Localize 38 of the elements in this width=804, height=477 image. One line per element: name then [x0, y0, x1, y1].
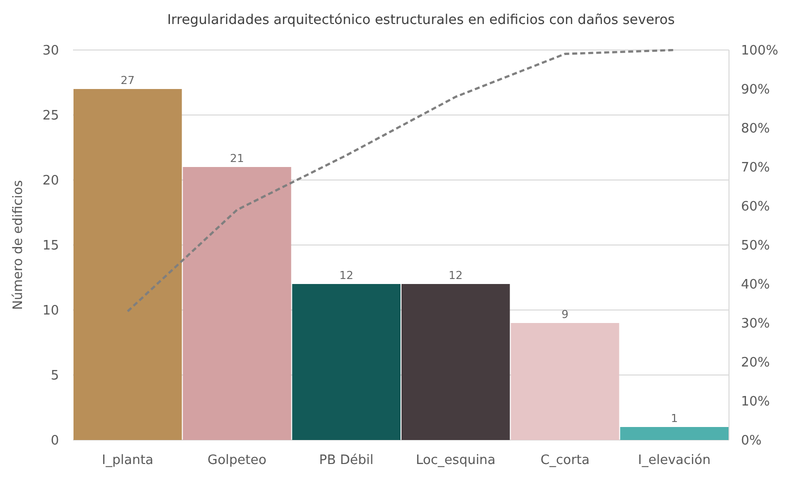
- y-tick-label: 30: [42, 44, 59, 59]
- y2-tick-label: 50%: [741, 238, 770, 254]
- x-tick-label: PB Débil: [319, 453, 374, 468]
- bar: [510, 323, 620, 440]
- y-tick-label: 10: [42, 304, 59, 319]
- x-tick-label: I_planta: [102, 453, 154, 468]
- x-tick-label: Golpeteo: [208, 453, 267, 468]
- data-label: 12: [339, 269, 354, 282]
- y-tick-label: 20: [42, 174, 59, 189]
- y-tick-label: 5: [50, 368, 59, 384]
- y2-tick-label: 20%: [741, 356, 770, 371]
- x-tick-label: Loc_esquina: [416, 453, 496, 468]
- y2-tick-label: 10%: [741, 394, 770, 410]
- y-tick-label: 25: [42, 108, 59, 124]
- y2-tick-label: 90%: [741, 82, 770, 98]
- bar: [402, 284, 510, 440]
- data-label: 1: [670, 412, 678, 425]
- y2-tick-label: 0%: [741, 434, 762, 449]
- y2-tick-label: 60%: [741, 200, 770, 215]
- y-tick-label: 15: [42, 238, 59, 254]
- data-label: 21: [230, 152, 244, 165]
- data-label: 27: [120, 74, 135, 87]
- x-tick-label: C_corta: [540, 453, 590, 468]
- y2-tick-label: 80%: [741, 122, 770, 137]
- y-tick-label: 0: [50, 434, 59, 449]
- bar: [182, 167, 292, 440]
- bar: [74, 89, 182, 440]
- bar: [620, 427, 728, 440]
- data-label: 12: [448, 269, 463, 282]
- data-label: 9: [562, 308, 568, 321]
- x-tick-label: I_elevación: [638, 453, 711, 468]
- chart-title: Irregularidades arquitectónico estructurales en edificios con daños severos: [167, 12, 675, 28]
- y2-tick-label: 30%: [741, 316, 770, 332]
- y2-tick-label: 40%: [741, 278, 770, 293]
- y2-tick-label: 100%: [741, 44, 778, 59]
- bar: [292, 284, 400, 440]
- y-axis-title: Número de edificios: [11, 180, 26, 310]
- y2-tick-label: 70%: [741, 160, 770, 176]
